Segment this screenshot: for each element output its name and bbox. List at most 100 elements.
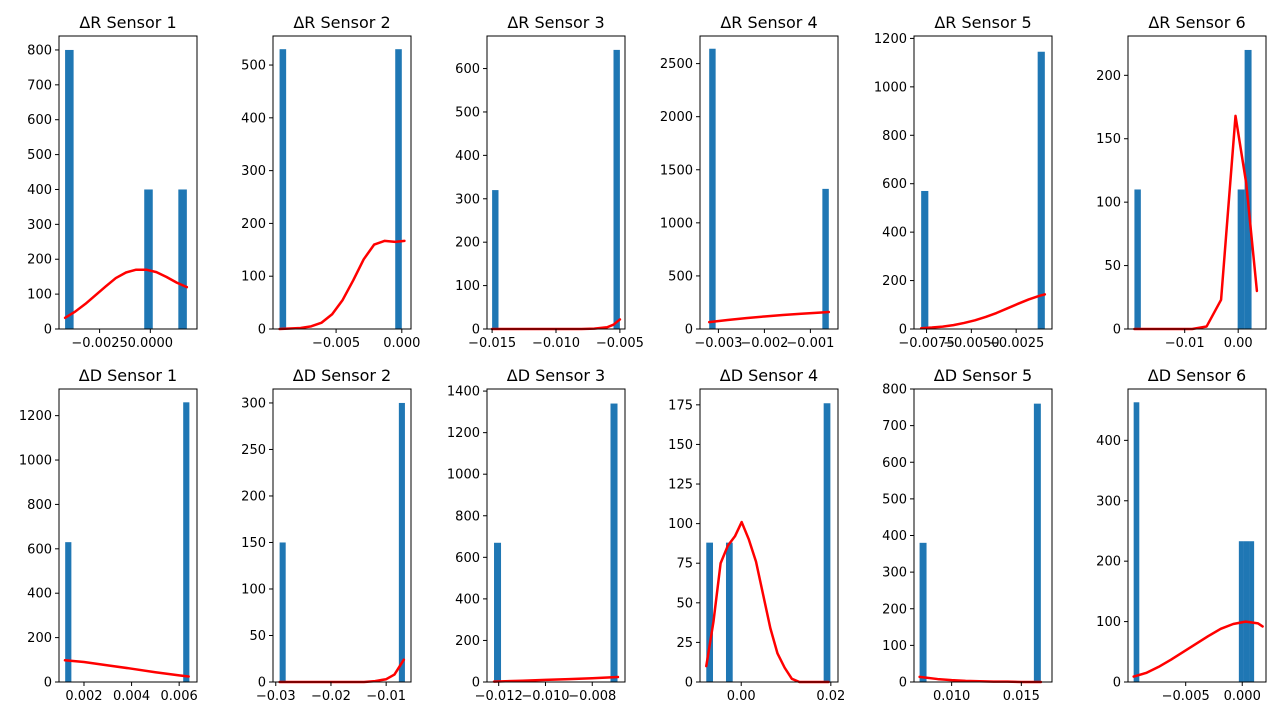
histogram-bar [1237,189,1245,329]
y-tick-label: 200 [882,274,907,289]
histogram-panel-10: ΔD Sensor 4 0 25 50 75 100 125 150 175 0.00 0.02 [668,366,845,704]
y-tick-label: 75 [676,557,693,572]
y-tick-label: 300 [1096,494,1121,509]
histogram-bar [1249,541,1255,682]
x-tick-label: 0.000 [1224,689,1261,704]
y-tick-label: 400 [455,592,480,607]
x-tick-label: −0.0075 [898,336,954,351]
histogram-bar [494,542,502,682]
y-tick-label: 0 [472,676,480,691]
y-tick-label: 125 [668,478,693,493]
y-tick-label: 400 [882,529,907,544]
y-tick-label: 50 [249,629,266,644]
panel-title: ΔR Sensor 6 [1148,13,1245,32]
y-tick-label: 800 [27,498,52,513]
y-tick-label: 0 [44,323,52,338]
panel-title: ΔR Sensor 2 [293,13,390,32]
y-tick-label: 800 [27,43,52,58]
y-tick-label: 800 [455,509,480,524]
y-tick-label: 600 [27,113,52,128]
fit-curve-line [1132,620,1264,678]
y-tick-label: 100 [455,279,480,294]
y-tick-label: 1000 [874,80,907,95]
y-tick-label: 0 [1113,323,1121,338]
y-tick-label: 100 [241,270,266,285]
x-tick-label: −0.01 [366,689,406,704]
y-tick-label: 300 [882,566,907,581]
x-tick-label: −0.008 [568,689,616,704]
y-tick-label: 1500 [660,163,693,178]
histogram-panel-2: ΔR Sensor 2 0 100 200 300 400 500 −0.005 0.000 [241,13,420,351]
y-tick-label: 500 [241,59,266,74]
histogram-bar [919,542,927,682]
y-tick-label: 1400 [447,385,480,400]
fit-curve-line [492,675,620,683]
axes-frame [272,388,412,683]
axes-frame [699,388,839,683]
fit-curve-line [63,268,189,320]
x-tick-label: 0.00 [1224,336,1253,351]
axes-frame [486,388,626,683]
y-tick-label: 175 [668,398,693,413]
panel-title: ΔR Sensor 4 [720,13,817,32]
y-tick-label: 600 [455,62,480,77]
histogram-bar [613,49,620,329]
y-tick-label: 250 [241,443,266,458]
y-tick-label: 300 [455,192,480,207]
x-tick-label: −0.02 [311,689,351,704]
y-tick-label: 800 [882,383,907,398]
histogram-bar [183,402,190,682]
y-tick-label: 300 [241,164,266,179]
y-tick-label: 400 [1096,434,1121,449]
histogram-panel-4: ΔR Sensor 405001000150020002500−0.003−0.… [660,13,839,351]
x-tick-label: −0.005 [596,336,644,351]
y-tick-label: 200 [882,602,907,617]
y-tick-label: 200 [27,631,52,646]
y-tick-label: 1200 [19,409,52,424]
histogram-panel-1: ΔR Sensor 1 0 100 200 300 400 500 600 700 800 −0.0… [27,13,198,351]
histogram-panel-8: ΔD Sensor 2 0 50 100 150 200 250 300 −0.03 −0.02−… [241,366,412,704]
y-tick-label: 2500 [660,57,693,72]
x-tick-label: 0.006 [161,689,198,704]
y-tick-label: 200 [455,634,480,649]
histogram-panel-6: ΔR Sensor 6 0 50 100 150 200 −0.01 0.00 [1096,13,1267,351]
y-tick-label: 150 [241,536,266,551]
panel-title: ΔD Sensor 6 [1148,366,1246,385]
y-tick-label: 0 [44,676,52,691]
x-tick-label: −0.0050 [943,336,999,351]
x-tick-label: −0.0025 [988,336,1044,351]
y-tick-label: 100 [1096,196,1121,211]
y-tick-label: 200 [455,236,480,251]
y-tick-label: 1200 [447,426,480,441]
x-tick-label: 0.010 [933,689,970,704]
y-tick-label: 200 [1096,69,1121,84]
y-tick-label: 700 [882,419,907,434]
x-tick-label: −0.012 [475,689,523,704]
x-tick-label: 0.002 [65,689,102,704]
histogram-bar [144,189,153,329]
x-tick-label: −0.03 [256,689,296,704]
panel-title: ΔD Sensor 4 [720,366,818,385]
histogram-bar [1037,51,1045,329]
histogram-bar [279,542,286,682]
y-tick-label: 200 [1096,555,1121,570]
histogram-panel-11: ΔD Sensor 5 0 100 200 300 400 500 600 700 800 0.01… [882,366,1053,704]
histogram-bar [398,402,405,682]
histogram-bar [395,49,402,330]
y-tick-label: 2000 [660,110,693,125]
y-tick-label: 50 [676,596,693,611]
y-tick-label: 0 [258,323,266,338]
x-tick-label: 0.0000 [128,336,174,351]
histogram-bar [823,403,831,682]
y-tick-label: 0 [472,323,480,338]
y-tick-label: 25 [676,636,693,651]
histogram-bar [822,188,829,329]
x-tick-label: −0.002 [740,336,788,351]
histogram-bar [1134,189,1141,329]
histogram-bar [725,542,733,682]
axes-frame [272,35,412,330]
y-tick-label: 200 [241,217,266,232]
histogram-bar [492,190,499,329]
x-tick-label: −0.005 [1162,689,1210,704]
